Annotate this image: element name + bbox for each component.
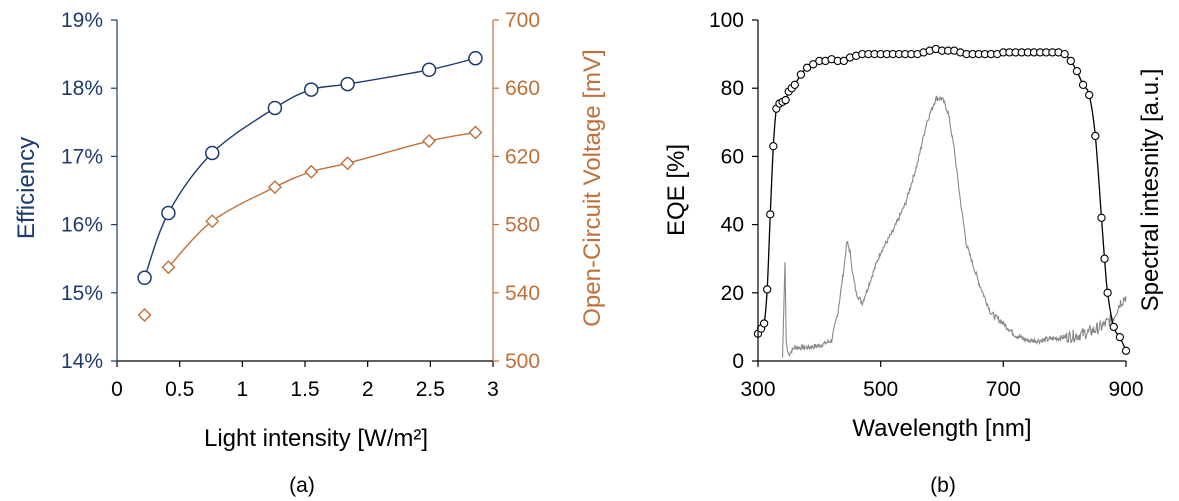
chart-b-x-tick-label: 700 xyxy=(986,378,1021,401)
chart-b-left-tick-label: 0 xyxy=(732,350,744,373)
chart-b-eqe-point xyxy=(1115,332,1125,342)
chart-a-left-tick-label: 16% xyxy=(61,214,103,237)
chart-b-eqe-point xyxy=(790,80,799,89)
chart-a-x-tick-label: 0 xyxy=(111,378,123,401)
chart-a-voltage-point xyxy=(137,307,152,322)
chart-b-left-tick-label: 60 xyxy=(721,145,744,168)
chart-b-x-tick-label: 500 xyxy=(863,378,898,401)
chart-a-efficiency-point xyxy=(205,145,220,161)
chart-b-eqe-point xyxy=(766,210,775,219)
chart-a-right-tick-label: 580 xyxy=(505,214,540,237)
chart-a-right-tick-label: 700 xyxy=(505,9,540,32)
chart-a-right-tick-label: 500 xyxy=(505,350,540,373)
chart-b-eqe-point xyxy=(763,285,772,294)
chart-b-eqe-point xyxy=(809,60,818,69)
chart-a-voltage-point xyxy=(267,180,282,195)
chart-b-x-axis-title: Wavelength [nm] xyxy=(852,415,1031,442)
chart-a-voltage-point xyxy=(422,134,437,149)
chart-a-x-axis: 0 0.5 1 1.5 2 2.5 3 xyxy=(111,360,499,401)
chart-a-left-tick-label: 15% xyxy=(61,282,103,305)
chart-b-left-axis: 0 20 40 60 80 100 xyxy=(709,9,759,373)
chart-a-right-axis-title: Open-Circuit Voltage [mV] xyxy=(579,49,606,326)
chart-a-x-tick-label: 3 xyxy=(487,378,499,401)
chart-b-x-tick-label: 300 xyxy=(740,378,775,401)
chart-a-voltage-point xyxy=(340,156,355,171)
chart-b-x-tick-label: 900 xyxy=(1108,378,1143,401)
chart-a-x-tick-label: 2.5 xyxy=(416,378,445,401)
chart-a-voltage-point xyxy=(205,214,220,229)
chart-b: 300 500 700 900 0 20 40 60 80 100 Wavelength [nm… xyxy=(663,9,1164,497)
chart-b-eqe-point xyxy=(1121,346,1131,355)
chart-a-efficiency-point xyxy=(468,50,483,66)
chart-b-panel-label: (b) xyxy=(930,474,956,497)
chart-a-efficiency-point xyxy=(340,76,355,92)
chart-b-x-axis: 300 500 700 900 xyxy=(740,360,1144,401)
chart-b-left-tick-label: 100 xyxy=(709,9,744,32)
chart-b-eqe-line xyxy=(757,48,1127,352)
chart-a-efficiency-point xyxy=(421,62,437,78)
chart-b-left-tick-label: 80 xyxy=(721,77,744,100)
chart-b-eqe-point xyxy=(839,56,849,66)
chart-a-panel-label: (a) xyxy=(289,474,315,497)
chart-a-voltage-point xyxy=(304,164,319,179)
chart-b-eqe-point xyxy=(1097,213,1106,222)
chart-b-eqe-point xyxy=(1091,131,1100,141)
chart-b-left-axis-title: EQE [%] xyxy=(663,144,690,236)
chart-b-right-axis-title: Spectral intesnity [a.u.] xyxy=(1137,69,1164,312)
chart-a-x-tick-label: 0.5 xyxy=(165,378,194,401)
chart-b-eqe-point xyxy=(1072,67,1082,76)
chart-a-left-axis-title: Efficiency xyxy=(13,137,40,239)
chart-b-eqe-point xyxy=(802,63,812,72)
chart-b-spectrum-line xyxy=(781,95,1127,358)
chart-a-x-tick-label: 1.5 xyxy=(290,378,319,401)
chart-a-left-tick-label: 17% xyxy=(61,145,103,168)
chart-a-x-tick-label: 1 xyxy=(236,378,248,401)
chart-b-eqe-point xyxy=(1066,56,1075,66)
chart-a-left-tick-label: 18% xyxy=(61,77,103,100)
chart-b-eqe-point xyxy=(781,95,790,105)
chart-a: 0 0.5 1 1.5 2 2.5 3 14%15%16%17%18%19% 5005405… xyxy=(13,9,606,497)
chart-a-x-axis-title: Light intensity [W/m²] xyxy=(204,425,428,452)
chart-a-left-axis: 14% 15% 16% 17% 18% 19% xyxy=(61,9,118,373)
chart-b-eqe-point xyxy=(1085,90,1094,100)
chart-b-eqe-point xyxy=(1103,288,1112,297)
chart-a-x-tick-label: 2 xyxy=(362,378,374,401)
chart-b-eqe-point xyxy=(759,319,769,328)
chart-b-eqe-point xyxy=(1060,49,1069,59)
chart-a-efficiency-point xyxy=(304,82,319,97)
chart-b-plot-area xyxy=(753,44,1131,358)
chart-a-plot-area xyxy=(137,50,483,322)
chart-a-right-tick-label: 660 xyxy=(505,77,540,100)
chart-b-left-tick-label: 20 xyxy=(721,282,744,305)
chart-b-eqe-point xyxy=(1100,254,1109,263)
chart-a-left-tick-label: 19% xyxy=(61,9,103,32)
chart-a-efficiency-point xyxy=(267,100,283,116)
chart-a-efficiency-point xyxy=(161,205,176,221)
chart-a-voltage-point xyxy=(468,125,483,140)
chart-a-right-tick-label: 540 xyxy=(505,282,540,305)
chart-a-efficiency-point xyxy=(137,270,152,286)
chart-b-eqe-point xyxy=(1109,322,1118,332)
chart-b-eqe-point xyxy=(769,142,778,151)
chart-a-voltage-point xyxy=(161,260,176,275)
chart-a-right-axis: 500 540 580 620 660 700 xyxy=(492,9,540,373)
chart-a-left-tick-label: 14% xyxy=(61,350,103,373)
chart-b-left-tick-label: 40 xyxy=(721,214,744,237)
chart-b-eqe-point xyxy=(1078,80,1088,89)
chart-b-eqe-point xyxy=(796,70,806,79)
chart-a-right-tick-label: 620 xyxy=(505,145,540,168)
